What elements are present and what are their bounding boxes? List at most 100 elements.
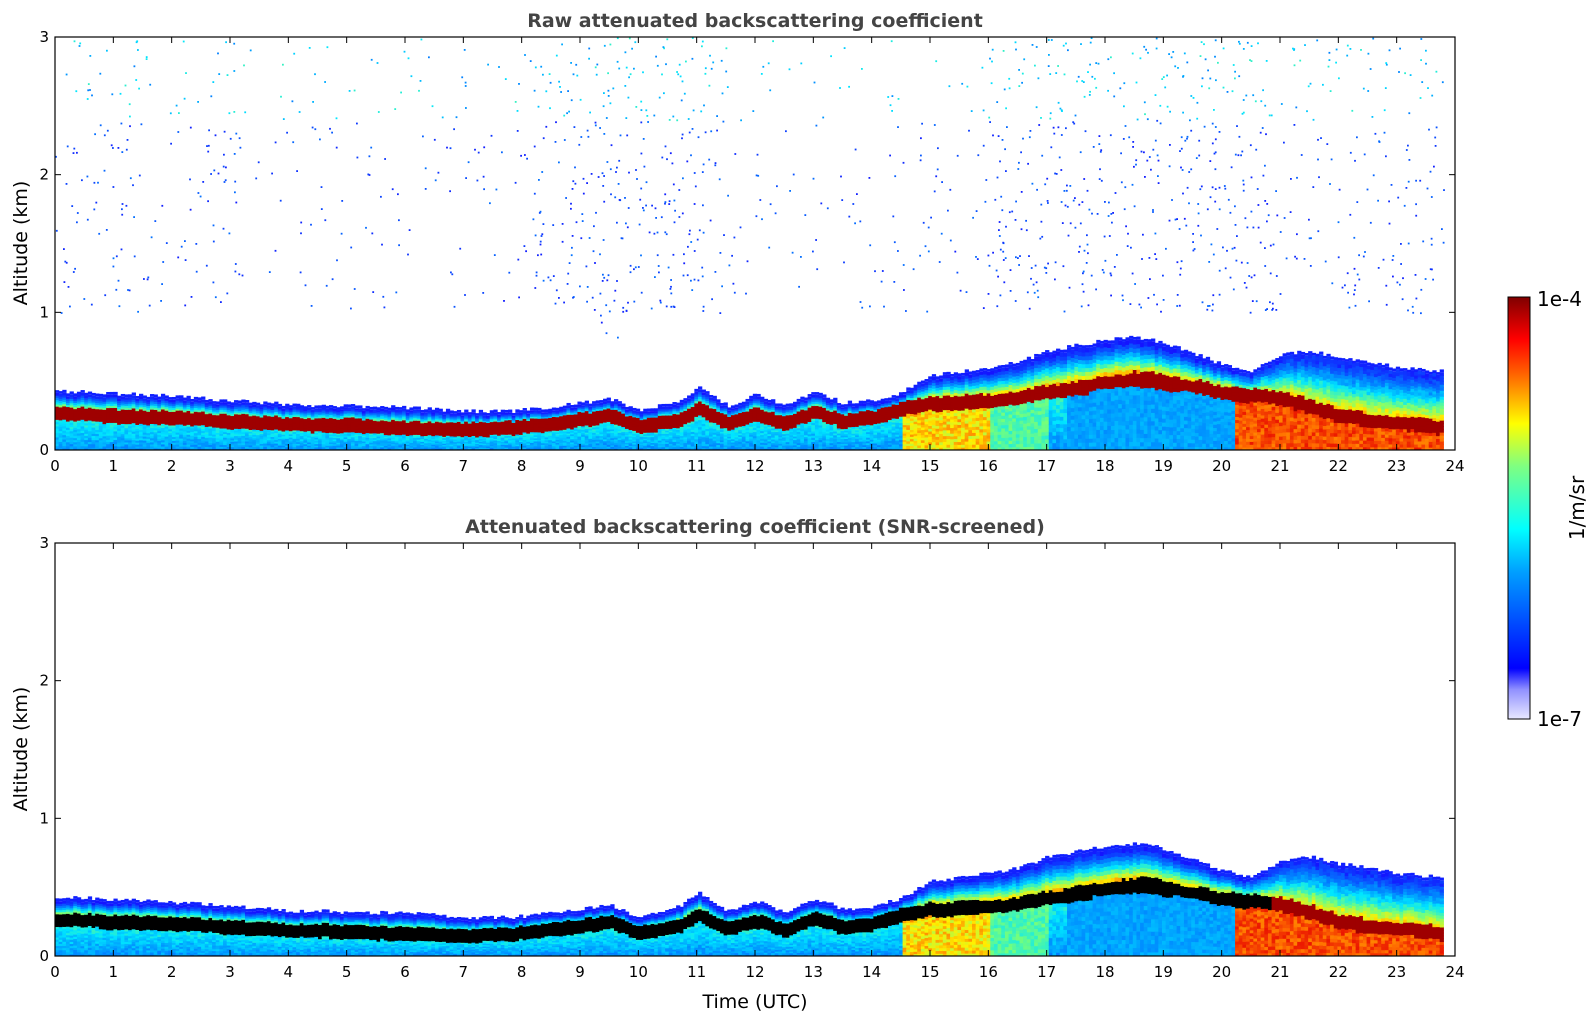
heatmap-cell (259, 421, 264, 425)
heatmap-cell (383, 432, 389, 436)
heatmap-cell (263, 414, 268, 418)
heatmap-cell (171, 432, 177, 436)
heatmap-cell (427, 420, 432, 423)
heatmap-cell (157, 444, 162, 447)
heatmap-cell (683, 431, 688, 434)
heatmap-cell (606, 411, 611, 415)
heatmap-cell (332, 442, 337, 445)
heatmap-cell (193, 428, 199, 432)
heatmap-cell (65, 420, 71, 424)
heatmap-cell (577, 434, 582, 437)
heatmap-cell (610, 435, 615, 439)
heatmap-cell (266, 448, 272, 450)
heatmap-cell (635, 441, 641, 444)
heatmap-cell (668, 426, 674, 429)
heatmap-cell (592, 407, 597, 410)
heatmap-cell (354, 408, 359, 411)
heatmap-cell (91, 412, 96, 416)
heatmap-cell (376, 428, 381, 431)
heatmap-cell (413, 420, 418, 423)
heatmap-cell (486, 440, 491, 443)
heatmap-cell (603, 435, 608, 438)
heatmap-cell (577, 413, 582, 416)
heatmap-cell (434, 421, 440, 424)
heatmap-cell (318, 432, 323, 435)
heatmap-cell (394, 431, 400, 434)
heatmap-cell (493, 423, 498, 426)
heatmap-cell (416, 448, 421, 450)
heatmap-cell (712, 426, 717, 429)
heatmap-cell (383, 425, 389, 428)
heatmap-cell (526, 447, 531, 450)
heatmap-cell (361, 448, 367, 450)
heatmap-cell (91, 420, 96, 424)
heatmap-cell (646, 412, 652, 415)
heatmap-cell (175, 406, 180, 409)
heatmap-cell (193, 438, 199, 441)
heatmap-cell (595, 430, 600, 433)
heatmap-cell (106, 420, 111, 423)
heatmap-cell (230, 446, 235, 449)
heatmap-cell (650, 420, 655, 423)
heatmap-cell (347, 448, 352, 450)
heatmap-cell (369, 412, 374, 415)
heatmap-cell (358, 445, 363, 448)
heatmap-cell (573, 413, 579, 417)
heatmap-cell (266, 429, 272, 432)
heatmap-cell (705, 419, 710, 423)
heatmap-cell (106, 403, 111, 406)
heatmap-cell (131, 437, 136, 441)
heatmap-cell (511, 447, 516, 450)
heatmap-cell (292, 421, 297, 424)
heatmap-cell (318, 435, 323, 438)
heatmap-cell (394, 415, 400, 419)
heatmap-cell (584, 415, 590, 419)
heatmap-cell (687, 432, 692, 435)
heatmap-cell (467, 435, 473, 438)
heatmap-cell (529, 410, 535, 413)
heatmap-cell (190, 418, 195, 421)
heatmap-cell (285, 439, 290, 443)
heatmap-cell (712, 404, 717, 408)
heatmap-cell (727, 423, 732, 427)
heatmap-cell (603, 416, 608, 419)
heatmap-cell (613, 401, 619, 405)
heatmap-cell (515, 420, 520, 423)
heatmap-cell (482, 420, 487, 423)
heatmap-cell (65, 423, 71, 426)
heatmap-cell (478, 445, 484, 448)
heatmap-cell (310, 407, 315, 410)
heatmap-cell (654, 447, 659, 450)
heatmap-cell (146, 417, 151, 420)
heatmap-cell (449, 417, 454, 420)
heatmap-cell (197, 413, 202, 417)
heatmap-cell (164, 416, 169, 419)
heatmap-cell (303, 420, 308, 423)
heatmap-cell (592, 446, 597, 449)
heatmap-cell (570, 432, 575, 435)
heatmap-cell (687, 444, 692, 447)
heatmap-cell (87, 447, 93, 450)
heatmap-cell (387, 410, 392, 413)
heatmap-cell (281, 429, 286, 432)
heatmap-cell (427, 428, 432, 431)
heatmap-cell (592, 448, 597, 450)
heatmap-cell (486, 428, 491, 431)
heatmap-cell (515, 442, 520, 445)
heatmap-cell (303, 413, 308, 416)
heatmap-cell (489, 442, 495, 445)
heatmap-cell (493, 431, 498, 434)
heatmap-cell (595, 400, 600, 404)
heatmap-cell (91, 429, 96, 432)
heatmap-cell (643, 408, 648, 412)
heatmap-cell (522, 431, 527, 435)
heatmap-cell (69, 426, 74, 430)
heatmap-cell (489, 432, 495, 435)
heatmap-cell (486, 415, 491, 418)
heatmap-cell (723, 448, 728, 450)
heatmap-cell (405, 422, 410, 425)
heatmap-cell (548, 444, 553, 447)
heatmap-cell (237, 406, 242, 410)
heatmap-cell (431, 416, 436, 419)
heatmap-cell (354, 409, 359, 413)
